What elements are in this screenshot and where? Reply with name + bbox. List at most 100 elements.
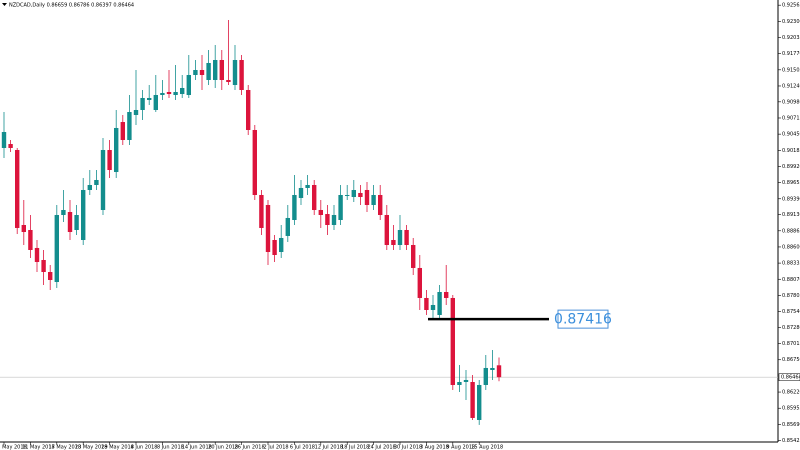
candle-body: [226, 79, 231, 83]
x-tick-label: 2 Jul 2018: [263, 445, 288, 450]
x-tick-label: 24 Jul 2018: [367, 445, 395, 450]
candle-body: [444, 292, 449, 298]
y-tick-label: 0.92035: [782, 35, 800, 41]
current-price-box: [778, 373, 800, 381]
candle-body: [160, 92, 165, 95]
candle-body: [477, 384, 482, 420]
candle-body: [259, 194, 264, 228]
y-tick-label: 0.90185: [782, 148, 800, 154]
candle-body: [298, 187, 304, 198]
candle-body: [430, 304, 436, 310]
candle-body: [180, 87, 185, 95]
y-tick-label: 0.85425: [782, 438, 800, 444]
candle-body: [404, 229, 409, 245]
candle-body: [232, 59, 238, 85]
x-tick-label: 3 Aug 2018: [420, 445, 449, 450]
y-tick-label: 0.90715: [782, 115, 800, 121]
candle-body: [272, 239, 277, 255]
candle-body: [490, 367, 495, 370]
candle-body: [364, 189, 370, 205]
y-tick-label: 0.87015: [782, 341, 800, 347]
candle-body: [54, 214, 59, 283]
candle-body: [114, 127, 119, 173]
candle-body: [61, 209, 66, 215]
candle-body: [305, 184, 310, 188]
candle-body: [483, 367, 488, 385]
x-tick-label: 20 Jun 2018: [208, 445, 238, 450]
candle-body: [199, 69, 205, 75]
x-tick-label: 8 Jun 2018: [157, 445, 184, 450]
candle-body: [384, 214, 389, 245]
candle-body: [67, 212, 73, 233]
chart-title: NZDCAD,Daily 0.86659 0.86786 0.86397 0.8…: [9, 3, 134, 9]
y-tick-label: 0.89655: [782, 180, 800, 186]
candle-body: [437, 292, 442, 315]
candle-body: [411, 244, 416, 268]
candle-body: [338, 194, 343, 220]
candle-body: [246, 89, 251, 130]
x-tick-label: 29 May 2018: [101, 445, 134, 450]
candle-body: [318, 209, 323, 215]
candle-body: [140, 97, 145, 110]
candle-body: [463, 379, 469, 383]
candle-body: [1, 132, 7, 148]
candle-body: [358, 192, 363, 198]
candle-body: [312, 184, 317, 210]
candle-body: [496, 365, 502, 378]
y-tick-label: 0.87805: [782, 293, 800, 299]
candle-body: [391, 239, 396, 245]
candle-body: [15, 149, 20, 228]
x-tick-label: 11 May 2018: [22, 445, 55, 450]
candle-body: [41, 259, 46, 273]
candle-body: [147, 97, 152, 100]
current-price-label: 0.86464: [781, 375, 800, 381]
candle-body: [325, 214, 330, 225]
candle-body: [397, 229, 403, 245]
x-tick-label: 7 May 2018: [0, 445, 27, 450]
x-tick-label: 18 Jul 2018: [341, 445, 369, 450]
x-tick-label: 15 Aug 2018: [471, 445, 503, 450]
candle-body: [120, 122, 125, 140]
candle-body: [133, 109, 139, 115]
candle-body: [107, 149, 112, 170]
candle-body: [351, 189, 356, 198]
candle-body: [74, 214, 79, 230]
x-tick-label: 23 May 2018: [75, 445, 108, 450]
candle-body: [48, 272, 53, 280]
candle-body: [28, 229, 33, 250]
candle-body: [186, 74, 191, 95]
menu-icon[interactable]: [2, 3, 7, 6]
candle-body: [470, 382, 475, 418]
candle-body: [100, 149, 106, 210]
candle-body: [378, 194, 383, 215]
candle-body: [34, 247, 40, 263]
candle-body: [153, 94, 158, 110]
candle-body: [166, 92, 172, 95]
candle-body: [457, 382, 462, 385]
x-tick-label: 4 Jun 2018: [131, 445, 158, 450]
candle-body: [81, 189, 86, 240]
candle-body: [8, 144, 13, 148]
candle-body: [265, 204, 271, 253]
candle-body: [21, 224, 26, 233]
y-tick-label: 0.85955: [782, 406, 800, 412]
y-tick-label: 0.88335: [782, 261, 800, 267]
x-tick-label: 14 Jun 2018: [182, 445, 212, 450]
candle-body: [285, 217, 290, 236]
candle-body: [371, 194, 376, 205]
candle-body: [331, 214, 337, 225]
candle-body: [193, 69, 198, 75]
